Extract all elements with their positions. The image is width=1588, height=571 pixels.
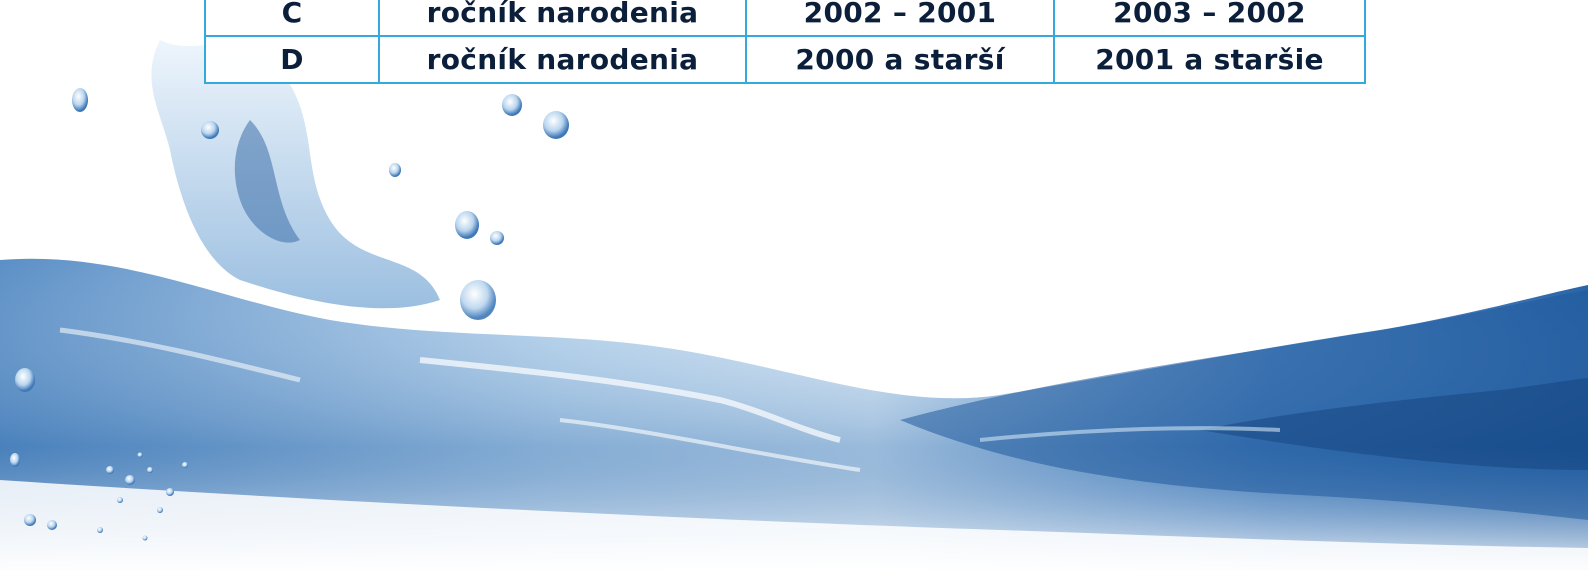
year-range-cell: 2003 – 2002: [1053, 0, 1366, 37]
label-cell: ročník narodenia: [378, 35, 747, 84]
table-row: C ročník narodenia 2002 – 2001 2003 – 20…: [204, 0, 1366, 37]
table-row: D ročník narodenia 2000 a starší 2001 a …: [204, 35, 1366, 84]
year-range-cell: 2002 – 2001: [745, 0, 1055, 37]
birth-year-table: C ročník narodenia 2002 – 2001 2003 – 20…: [204, 0, 1366, 84]
label-cell: ročník narodenia: [378, 0, 747, 37]
category-cell: D: [204, 35, 380, 84]
year-range-cell: 2001 a staršie: [1053, 35, 1366, 84]
category-cell: C: [204, 0, 380, 37]
year-range-cell: 2000 a starší: [745, 35, 1055, 84]
